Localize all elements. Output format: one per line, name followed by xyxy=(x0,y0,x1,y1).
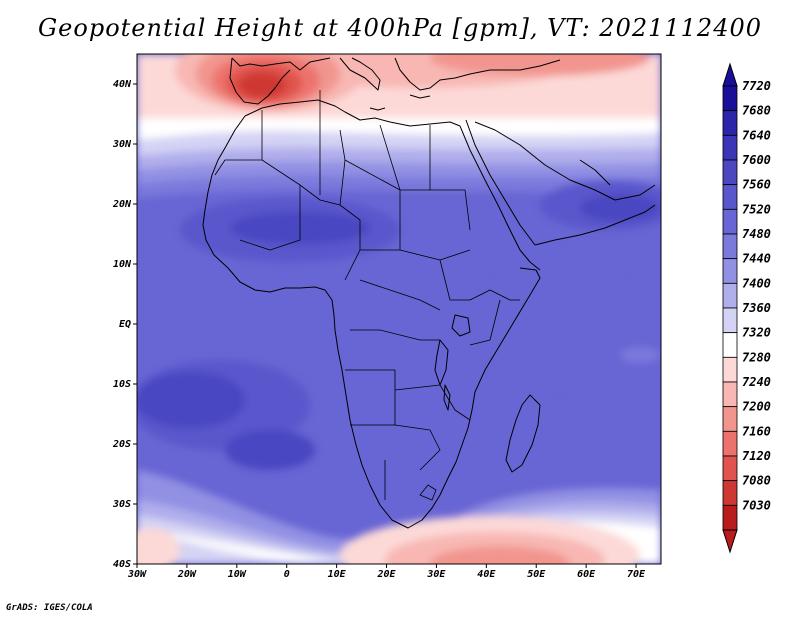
colorbar-swatch xyxy=(722,134,738,161)
x-tick-label: 30W xyxy=(127,569,147,580)
colorbar-swatch xyxy=(722,332,738,358)
x-axis-ticks: 30W 20W 10W 0 10E 20E 30E 40E 50E 60E 70E xyxy=(127,564,646,580)
colorbar-swatch xyxy=(722,110,738,136)
colorbar-label: 7030 xyxy=(742,498,771,512)
colorbar-swatch xyxy=(722,455,738,482)
colorbar-swatch xyxy=(722,233,738,260)
colorbar-swatch xyxy=(722,480,738,506)
colorbar-label: 7400 xyxy=(742,276,771,290)
coastlines-borders xyxy=(202,57,656,529)
x-tick-label: 60E xyxy=(577,569,596,580)
y-tick-label: EQ xyxy=(119,319,131,330)
x-tick-label: 20E xyxy=(376,569,396,580)
colorbar-bottom-arrow xyxy=(722,529,738,554)
colorbar-label: 7680 xyxy=(742,104,771,118)
colorbar-label: 7480 xyxy=(742,227,771,241)
y-tick-label: 40N xyxy=(113,79,132,90)
colorbar-swatch xyxy=(722,504,738,531)
x-tick-label: 70E xyxy=(627,569,646,580)
y-tick-label: 20N xyxy=(112,199,132,210)
contour-field xyxy=(137,54,661,564)
x-tick-label: 10E xyxy=(328,569,347,580)
colorbar-label: 7080 xyxy=(742,474,771,488)
colorbar-swatch xyxy=(722,430,738,457)
plot-frame xyxy=(136,53,662,565)
x-tick-label: 0 xyxy=(284,569,290,580)
colorbar-label: 7240 xyxy=(742,375,771,389)
x-tick-label: 40E xyxy=(477,569,496,580)
colorbar-swatch xyxy=(722,282,738,309)
y-tick-label: 20S xyxy=(112,439,131,450)
colorbar-label: 7160 xyxy=(742,424,771,438)
colorbar-swatch xyxy=(722,85,738,112)
colorbar-swatch xyxy=(722,307,738,334)
colorbar-label: 7360 xyxy=(742,301,771,315)
colorbar-label: 7280 xyxy=(742,350,771,364)
colorbar-label: 7600 xyxy=(742,153,771,167)
colorbar-swatch xyxy=(722,208,738,235)
x-tick-label: 30E xyxy=(426,569,446,580)
colorbar-label: 7720 xyxy=(742,79,771,93)
colorbar-label: 7440 xyxy=(742,252,771,266)
y-tick-label: 40S xyxy=(113,559,131,570)
colorbar: 7720 7680 7640 7600 7560 7520 7480 7440 7400 7360… xyxy=(722,62,771,554)
colorbar-label: 7560 xyxy=(742,178,771,192)
colorbar-label: 7320 xyxy=(742,326,771,340)
colorbar-swatch xyxy=(722,381,738,408)
colorbar-swatch xyxy=(722,356,738,383)
colorbar-label: 7520 xyxy=(742,202,771,216)
colorbar-top-arrow xyxy=(722,62,738,87)
x-tick-label: 10W xyxy=(228,569,247,580)
y-axis-ticks: 40N 30N 20N 10N EQ 10S 20S 30S 40S xyxy=(112,79,137,570)
y-tick-label: 10S xyxy=(113,379,131,390)
x-tick-label: 50E xyxy=(527,569,546,580)
map-title: Geopotential Height at 400hPa [gpm], VT:… xyxy=(38,14,762,42)
y-tick-label: 30S xyxy=(112,499,131,510)
x-tick-label: 20W xyxy=(177,569,197,580)
colorbar-label: 7120 xyxy=(742,449,771,463)
colorbar-swatch xyxy=(722,406,738,432)
y-tick-label: 30N xyxy=(112,139,132,150)
colorbar-swatch xyxy=(722,184,738,210)
colorbar-label: 7200 xyxy=(742,400,771,414)
colorbar-swatch xyxy=(722,258,738,284)
y-tick-label: 10N xyxy=(113,259,132,270)
colorbar-swatch xyxy=(722,159,738,186)
grads-credit: GrADS: IGES/COLA xyxy=(6,603,93,613)
colorbar-label: 7640 xyxy=(742,128,771,142)
